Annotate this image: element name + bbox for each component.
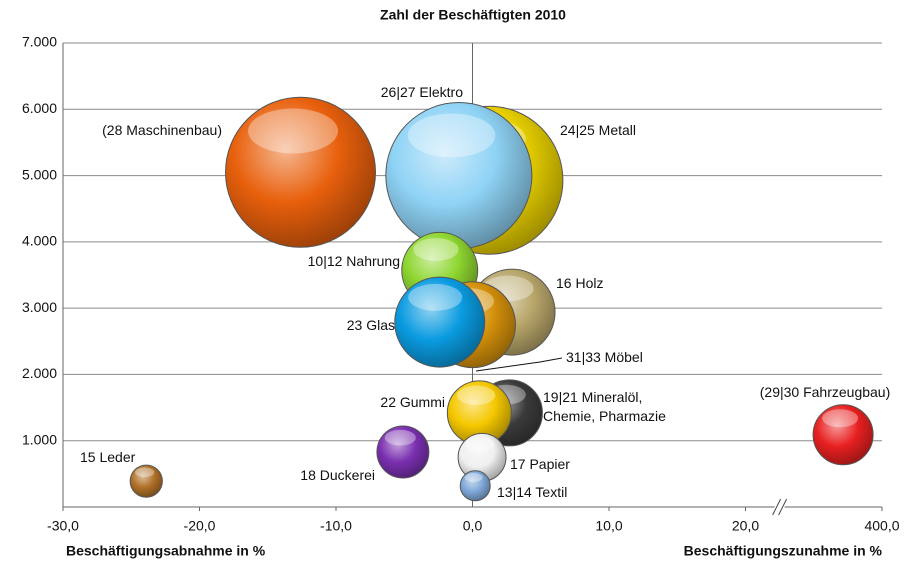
bubble-label: 19|21 Mineralöl, Chemie, Pharmazie (543, 389, 666, 424)
bubble (459, 470, 491, 502)
bubble-label: 18 Duckerei (300, 467, 375, 483)
bubble-highlight (465, 436, 495, 452)
leader-line (475, 357, 563, 372)
bubble-label: (29|30 Fahrzeugbau) (760, 384, 891, 400)
bubble-label: 10|12 Nahrung (308, 253, 400, 269)
bubble-highlight (413, 238, 459, 261)
axis-break (772, 498, 782, 516)
bubble-highlight (822, 409, 859, 428)
bubble-label: 26|27 Elektro (381, 84, 463, 100)
bubble-label: 31|33 Möbel (566, 349, 643, 365)
axis-break (778, 498, 788, 516)
x-axis-label-right: Beschäftigungszunahme in % (684, 543, 883, 559)
bubble-label: 24|25 Metall (560, 122, 636, 138)
y-tick-label: 1.000 (22, 431, 57, 447)
bubble (394, 276, 486, 368)
chart-title: Zahl der Beschäftigten 2010 (380, 7, 566, 23)
bubble-highlight (456, 385, 496, 405)
x-tick-label: -20,0 (184, 518, 216, 534)
y-tick-label: 6.000 (22, 100, 57, 116)
x-tick-label: 10,0 (595, 518, 622, 534)
x-tick-label: 20,0 (732, 518, 759, 534)
y-tick-label: 7.000 (22, 34, 57, 50)
bubble-highlight (464, 473, 483, 483)
bubble-highlight (408, 283, 463, 311)
y-tick-label: 3.000 (22, 299, 57, 315)
bubble-highlight (407, 113, 496, 158)
bubble-label: 22 Gummi (380, 394, 445, 410)
x-tick-label: -10,0 (320, 518, 352, 534)
y-tick-label: 5.000 (22, 166, 57, 182)
axis-break-gap (774, 501, 785, 513)
bubble (129, 464, 163, 498)
y-tick-label: 2.000 (22, 365, 57, 381)
bubble-highlight (248, 108, 339, 154)
x-tick-label: -30,0 (47, 518, 79, 534)
bubble (225, 96, 377, 248)
bubble-label: 17 Papier (510, 456, 570, 472)
bubble-label: 23 Glas (347, 317, 395, 333)
bubble-label: (28 Maschinenbau) (102, 122, 222, 138)
x-axis-label-left: Beschäftigungsabnahme in % (66, 543, 266, 559)
y-tick-label: 4.000 (22, 233, 57, 249)
bubble-label: 15 Leder (80, 449, 136, 465)
bubble-highlight (135, 467, 155, 478)
bubble (376, 425, 430, 479)
bubble-label: 13|14 Textil (497, 484, 567, 500)
bubble (812, 404, 874, 466)
bubble-highlight (384, 429, 416, 446)
x-tick-label: 400,0 (864, 518, 899, 534)
bubble-label: 16 Holz (556, 275, 603, 291)
x-tick-label: 0,0 (463, 518, 483, 534)
